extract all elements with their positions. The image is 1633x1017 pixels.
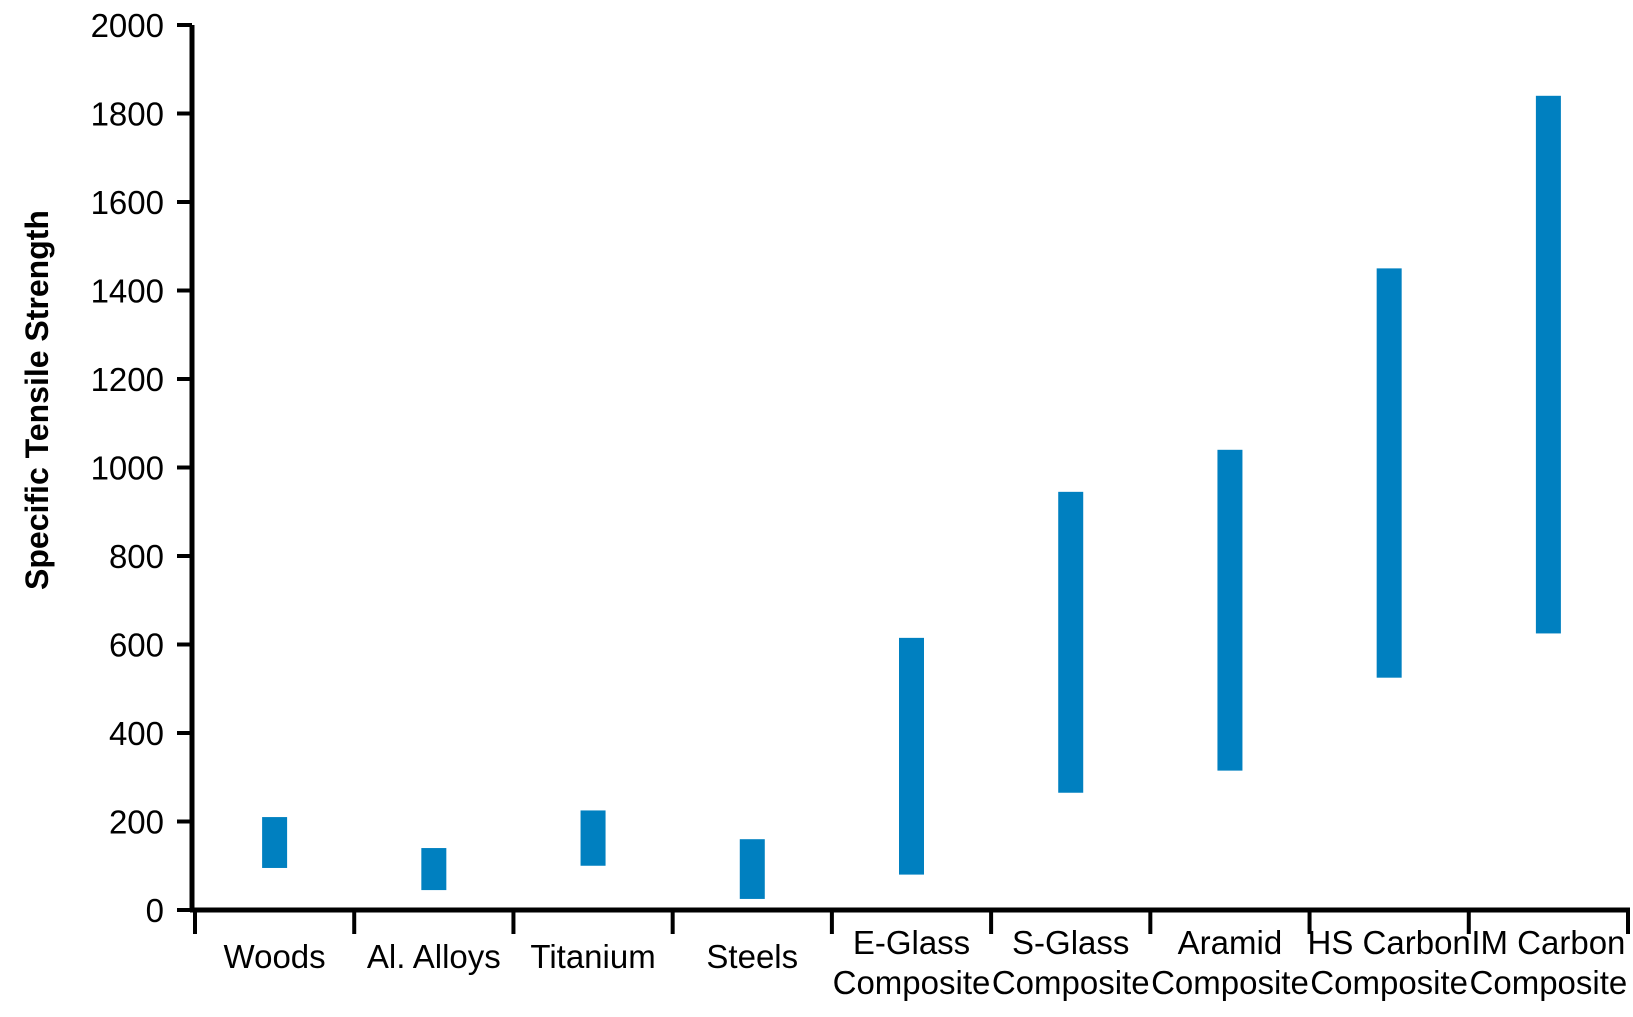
x-ticks xyxy=(193,910,1630,934)
category-label: Composite xyxy=(992,964,1150,1001)
category-label: Steels xyxy=(706,938,798,975)
range-bar xyxy=(899,637,924,875)
category-label: HS Carbon xyxy=(1308,924,1471,961)
category-label: Composite xyxy=(1310,964,1468,1001)
category-label: IM Carbon xyxy=(1471,924,1625,961)
y-tick-label: 1400 xyxy=(91,273,164,310)
y-tick-label: 1800 xyxy=(91,96,164,133)
range-bar xyxy=(421,848,447,891)
category-label: Composite xyxy=(1470,964,1628,1001)
y-tick-label: 2000 xyxy=(91,7,164,44)
y-tick-label: 200 xyxy=(109,804,164,841)
category-label: Composite xyxy=(1151,964,1309,1001)
category-labels: Woods Al. Alloys Titanium Steels E-GlassComp… xyxy=(224,924,1628,1001)
category-label: Aramid xyxy=(1178,924,1283,961)
range-bar xyxy=(262,817,288,868)
category-label: E-Glass xyxy=(853,924,970,961)
range-bar xyxy=(739,839,765,899)
y-tick-label: 1200 xyxy=(91,361,164,398)
y-tick-label: 800 xyxy=(109,538,164,575)
range-bar xyxy=(1217,449,1243,771)
category-label: S-Glass xyxy=(1012,924,1129,961)
range-bar xyxy=(580,810,606,866)
y-tick-label: 1000 xyxy=(91,450,164,487)
category-label: Titanium xyxy=(530,938,655,975)
bars xyxy=(262,95,1561,899)
y-ticks: 0 200 400 600 800 1000 1200 1400 1600 1800 2000 xyxy=(91,7,192,929)
category-label: Al. Alloys xyxy=(367,938,501,975)
range-bar xyxy=(1535,95,1561,634)
range-bar xyxy=(1376,268,1402,678)
y-tick-label: 400 xyxy=(109,715,164,752)
category-label: Woods xyxy=(224,938,326,975)
y-axis-label: Specific Tensile Strength xyxy=(19,210,55,590)
y-tick-label: 1600 xyxy=(91,184,164,221)
y-tick-label: 0 xyxy=(146,892,164,929)
y-tick-label: 600 xyxy=(109,627,164,664)
range-bar xyxy=(1058,491,1084,793)
category-label: Composite xyxy=(833,964,991,1001)
